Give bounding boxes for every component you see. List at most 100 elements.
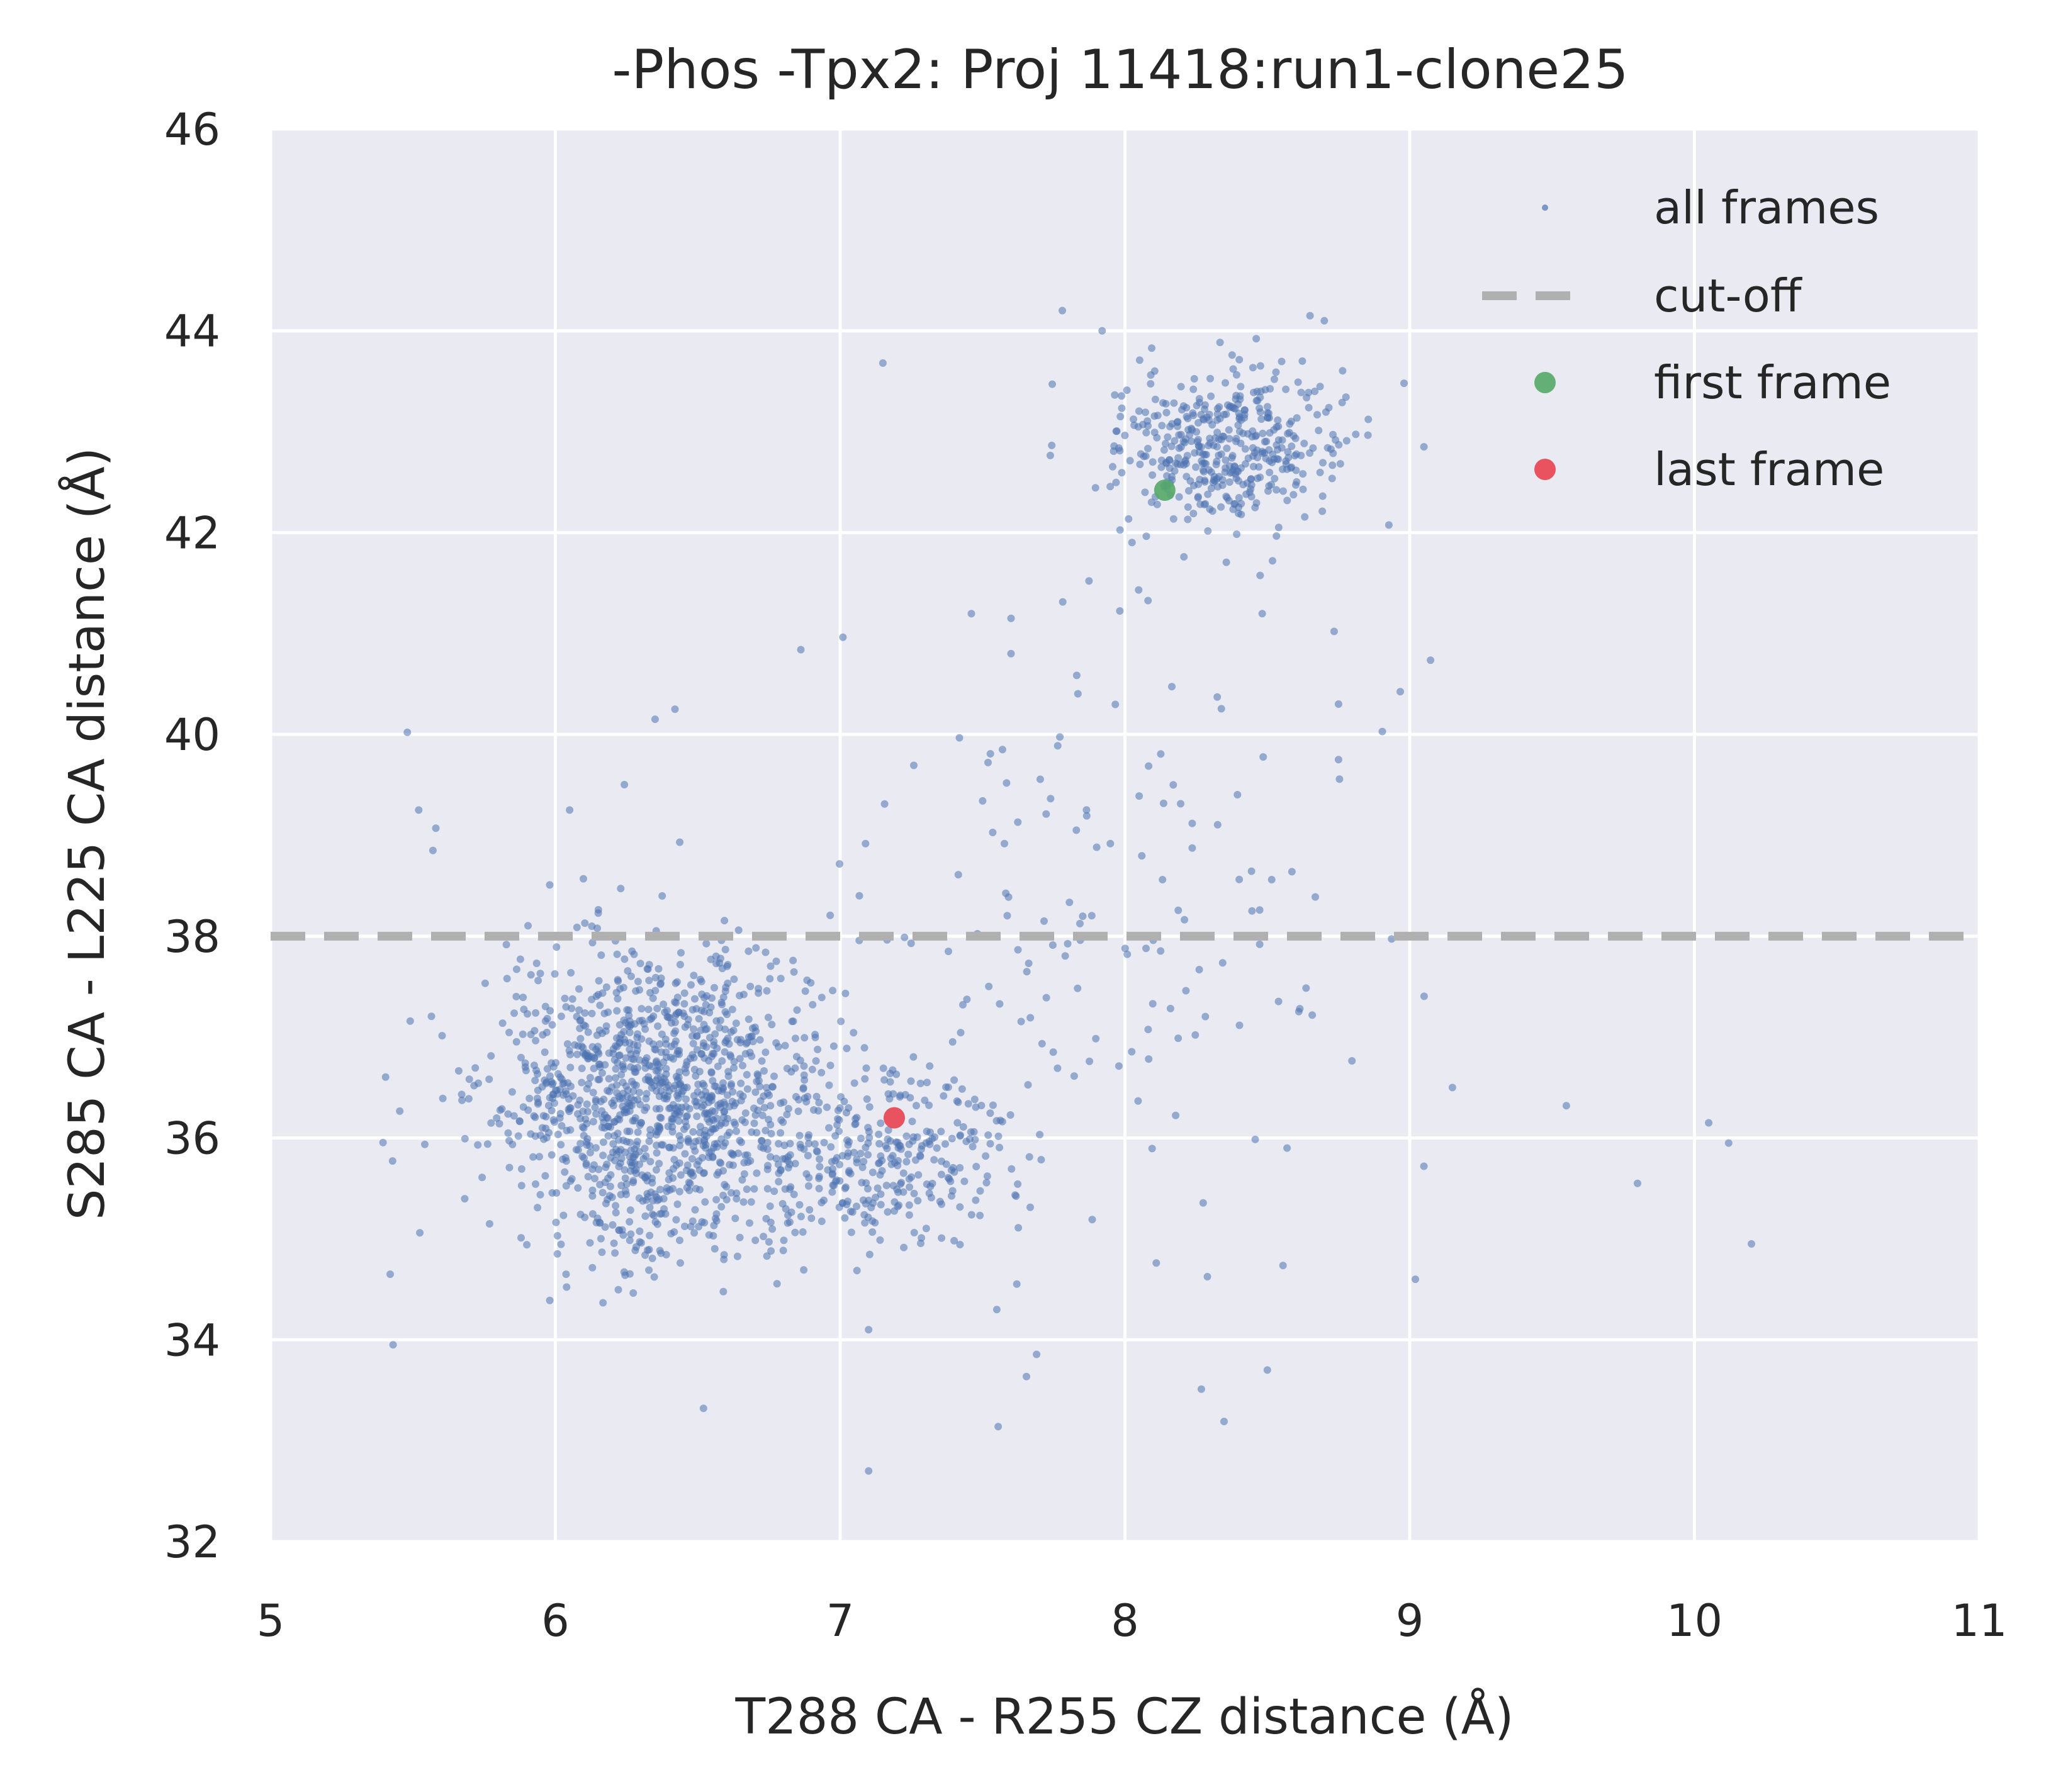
data-point: [955, 734, 964, 742]
data-point: [963, 995, 971, 1004]
data-point: [677, 1090, 685, 1098]
data-point: [549, 1090, 558, 1099]
data-point: [1183, 452, 1191, 460]
data-point: [605, 1192, 614, 1200]
data-point: [534, 977, 542, 985]
data-point: [1396, 688, 1404, 696]
data-point: [910, 761, 918, 770]
data-point: [649, 994, 657, 1002]
y-tick-label: 36: [164, 1113, 220, 1165]
data-point: [1249, 444, 1257, 452]
data-point: [606, 1182, 614, 1190]
data-point: [1205, 416, 1213, 424]
data-point: [503, 975, 511, 983]
data-point: [692, 1005, 700, 1013]
data-point: [1136, 461, 1144, 468]
data-point: [1254, 454, 1261, 462]
data-point: [756, 1036, 764, 1044]
data-point: [594, 1075, 602, 1084]
data-point: [1315, 427, 1323, 435]
data-point: [657, 979, 665, 987]
data-point: [613, 1089, 621, 1097]
data-point: [532, 1180, 539, 1188]
data-point: [721, 917, 729, 925]
data-point: [415, 806, 423, 814]
data-point: [536, 970, 544, 978]
data-point: [621, 1039, 629, 1047]
data-point: [1008, 1165, 1016, 1173]
data-point: [1149, 1000, 1157, 1008]
data-point: [632, 1243, 640, 1251]
data-point: [800, 1062, 808, 1070]
data-point: [896, 1091, 904, 1099]
data-point: [534, 1204, 542, 1212]
data-point: [956, 1241, 964, 1248]
data-point: [1157, 947, 1165, 955]
data-point: [716, 1158, 724, 1167]
data-point: [1213, 405, 1222, 413]
data-point: [612, 988, 621, 997]
data-point: [714, 1168, 722, 1177]
data-point: [633, 1046, 641, 1055]
data-point: [905, 1201, 913, 1209]
data-point: [841, 1214, 849, 1222]
y-tick-labels: 32 34 36 38 40 42 44 46: [164, 104, 220, 1568]
data-point: [567, 969, 575, 977]
data-point: [650, 1082, 658, 1090]
data-point: [575, 1006, 583, 1014]
data-point: [807, 979, 815, 987]
data-point: [531, 1027, 539, 1035]
data-point: [1220, 410, 1228, 418]
data-point: [681, 1150, 689, 1158]
data-point: [1163, 472, 1171, 480]
data-point: [1300, 439, 1308, 447]
data-point: [1111, 391, 1119, 399]
data-point: [559, 1155, 567, 1163]
data-point: [741, 1109, 750, 1117]
data-point: [908, 1117, 916, 1126]
data-point: [1232, 371, 1240, 379]
data-point: [458, 1090, 466, 1099]
data-point: [539, 1112, 548, 1120]
data-point: [918, 1142, 926, 1150]
data-point: [672, 999, 680, 1007]
data-point: [784, 1105, 792, 1112]
data-point: [474, 1141, 482, 1149]
data-point: [591, 1175, 598, 1182]
data-point: [1283, 496, 1291, 505]
data-point: [1169, 781, 1177, 789]
data-point: [1328, 474, 1336, 483]
data-point: [1245, 488, 1254, 496]
data-point: [643, 965, 651, 973]
data-point: [992, 1306, 1001, 1314]
data-point: [800, 1071, 808, 1079]
data-point: [1256, 571, 1264, 580]
data-point: [656, 1040, 664, 1048]
data-point: [668, 1019, 675, 1027]
data-point: [743, 1151, 751, 1159]
data-point: [765, 1116, 773, 1124]
data-point: [847, 1228, 855, 1236]
data-point: [693, 1161, 701, 1169]
data-point: [562, 1270, 570, 1279]
data-point: [879, 1064, 887, 1072]
data-point: [787, 1208, 795, 1216]
data-point: [641, 1251, 649, 1259]
data-point: [758, 1057, 766, 1065]
data-point: [825, 1081, 833, 1089]
data-point: [615, 1163, 623, 1170]
data-point: [1150, 428, 1159, 437]
data-point: [964, 1100, 972, 1108]
data-point: [721, 946, 729, 954]
data-point: [1006, 1111, 1014, 1119]
data-point: [421, 1140, 429, 1148]
data-point: [690, 1092, 698, 1100]
data-point: [793, 1006, 801, 1014]
data-point: [864, 1185, 872, 1193]
data-point: [638, 1016, 646, 1024]
data-point: [1301, 513, 1309, 521]
data-point: [660, 1000, 668, 1009]
data-point: [902, 1132, 911, 1140]
data-point: [790, 968, 798, 976]
data-point: [777, 975, 785, 983]
